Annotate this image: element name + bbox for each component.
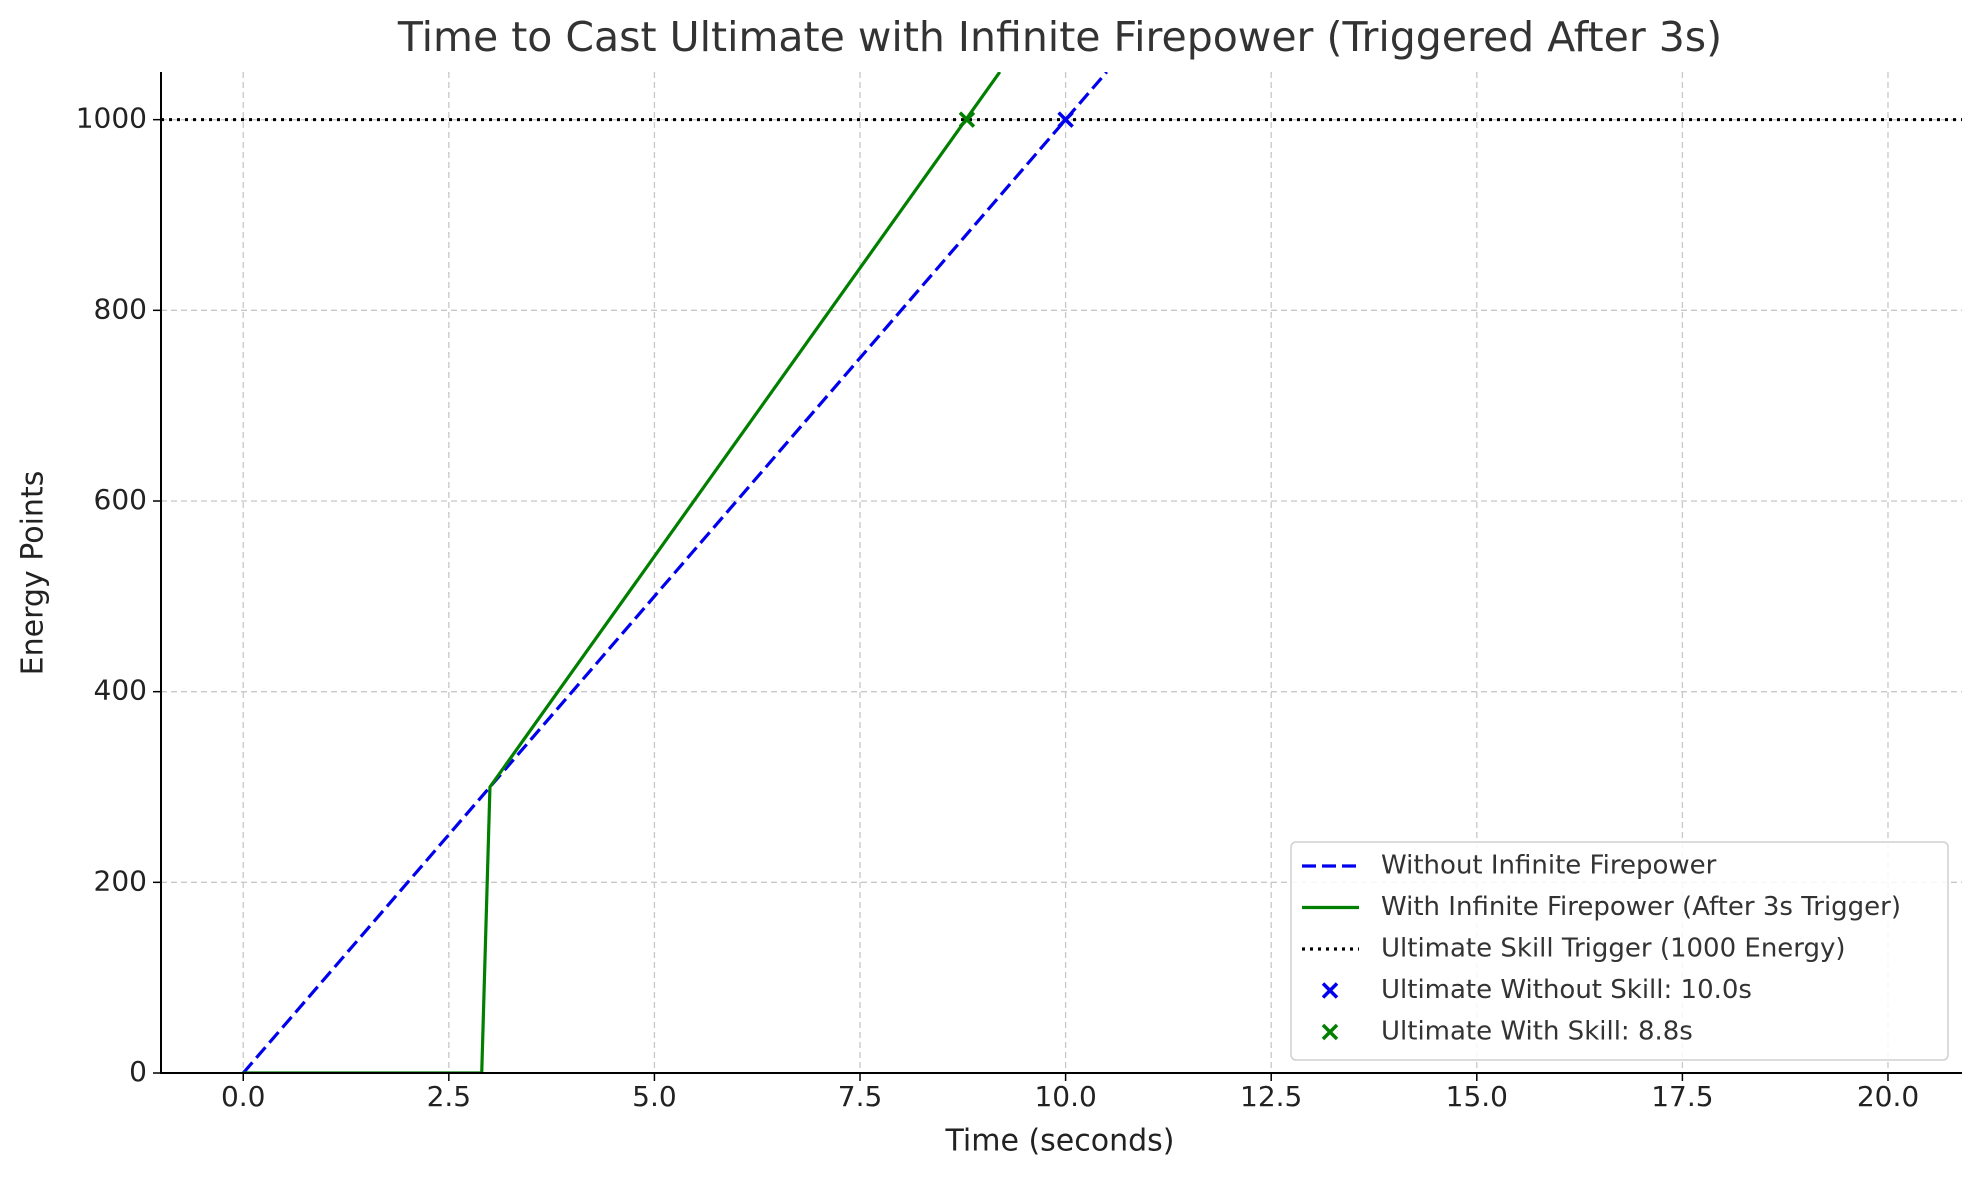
x-tick-label: 20.0: [1857, 1080, 1919, 1113]
y-tick-label: 600: [94, 483, 147, 516]
legend-marker: [1321, 982, 1339, 999]
legend-box: [1290, 841, 1949, 1061]
x-tick-label: 0.0: [221, 1080, 266, 1113]
y-axis-label: Energy Points: [16, 471, 51, 676]
x-tick-label: 12.5: [1240, 1080, 1302, 1113]
y-tick-label: 400: [94, 674, 147, 707]
x-axis-label: Time (seconds): [945, 1124, 1175, 1159]
x-tick-label: 10.0: [1034, 1080, 1096, 1113]
line: [242, 72, 1108, 1073]
x-tick-label: 17.5: [1651, 1080, 1713, 1113]
marker: [958, 111, 976, 128]
legend-label: Without Infinite Firepower: [1381, 851, 1717, 881]
x-tick-label: 5.0: [632, 1080, 677, 1113]
chart-title: Time to Cast Ultimate with Infinite Fire…: [397, 13, 1722, 61]
x-tick-label: 2.5: [427, 1080, 472, 1113]
plot-area: [161, 72, 1962, 1073]
line: [243, 72, 1002, 1073]
legend-marker: [1321, 1023, 1339, 1041]
legend: Without Infinite Firepower With Infinite …: [1290, 841, 1949, 1061]
y-tick-label: 200: [94, 864, 147, 897]
y-tick-label: 0: [129, 1055, 147, 1088]
x-tick-label: 7.5: [838, 1080, 883, 1113]
ticks: 0.0 2.5 5.0 7.5 10.0 12.5 15.0 17.5 20.0 0 200 400 6…: [76, 102, 1919, 1113]
legend-label: Ultimate Skill Trigger (1000 Energy): [1381, 934, 1846, 964]
legend-label: With Infinite Firepower (After 3s Trigge…: [1381, 892, 1901, 922]
y-tick-label: 1000: [76, 102, 147, 135]
legend-label: Ultimate With Skill: 8.8s: [1381, 1017, 1693, 1047]
legend-label: Ultimate Without Skill: 10.0s: [1381, 975, 1752, 1005]
x-tick-label: 15.0: [1446, 1080, 1508, 1113]
marker: [1057, 111, 1074, 128]
y-tick-label: 800: [94, 292, 147, 325]
